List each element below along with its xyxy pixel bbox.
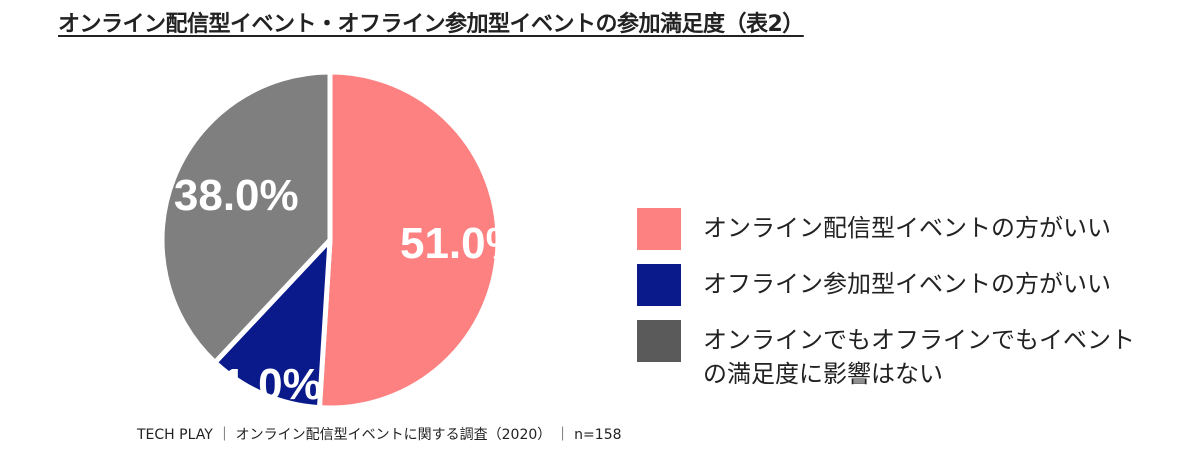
pie-labels: 51.0% 11.0% 38.0%	[174, 171, 525, 409]
pie-slice	[316, 69, 501, 411]
legend-label: オフライン参加型イベントの方がいい	[703, 270, 1111, 298]
source-footer: TECH PLAY ｜ オンライン配信型イベントに関する調査（2020） ｜ n…	[137, 427, 622, 443]
pie-slice	[159, 69, 333, 365]
pie-slice	[212, 237, 333, 411]
legend-item: オフライン参加型イベントの方がいい	[637, 264, 1153, 306]
pie-slices	[159, 69, 501, 411]
legend-item: オンライン配信型イベントの方がいい	[637, 208, 1153, 250]
pie-data-label: 51.0%	[400, 219, 525, 268]
legend-label: オンライン配信型イベントの方がいい	[703, 214, 1111, 242]
legend-swatch	[637, 264, 681, 306]
pie-data-label: 38.0%	[174, 171, 299, 220]
chart-title: オンライン配信型イベント・オフライン参加型イベントの参加満足度（表2）	[58, 12, 804, 37]
pie-data-label: 11.0%	[199, 360, 321, 409]
legend-label: オンラインでもオフラインでもイベントの満足度に影響はない	[703, 326, 1135, 388]
legend-item: オンラインでもオフラインでもイベントの満足度に影響はない	[637, 320, 1153, 391]
legend-swatch	[637, 320, 681, 362]
legend-swatch	[637, 208, 681, 250]
legend: オンライン配信型イベントの方がいい オフライン参加型イベントの方がいい オンライ…	[637, 208, 1153, 405]
